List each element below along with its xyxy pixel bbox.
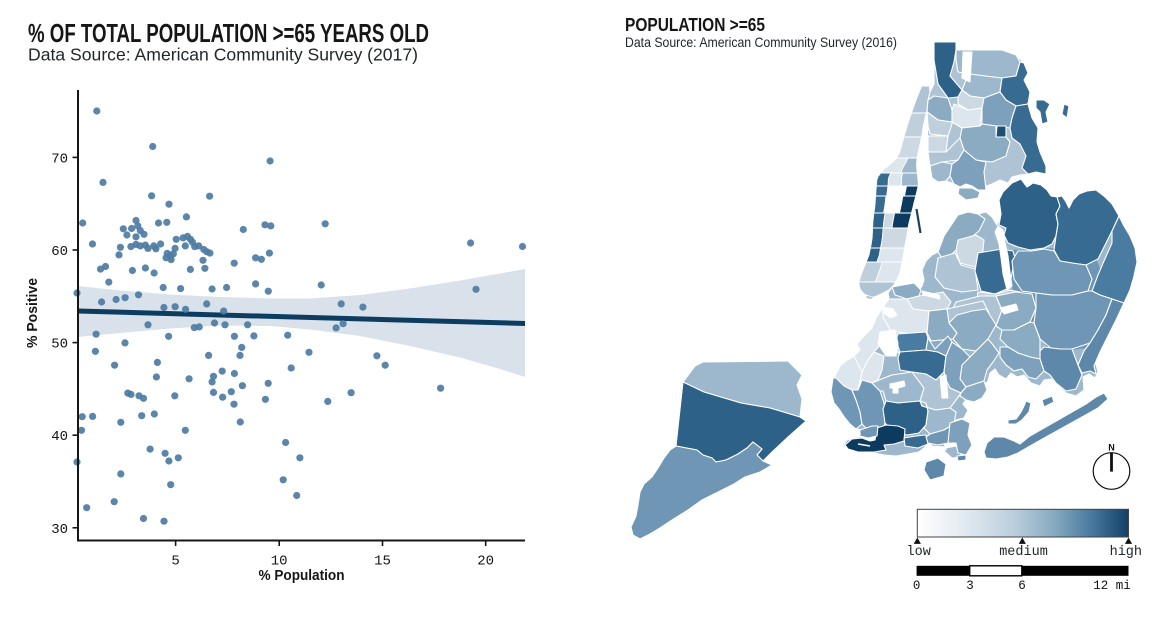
svg-text:70: 70 <box>51 151 68 167</box>
svg-text:% Positive: % Positive <box>24 278 41 348</box>
svg-text:% OF TOTAL POPULATION >=65 YEA: % OF TOTAL POPULATION >=65 YEARS OLD <box>28 20 429 48</box>
svg-text:3: 3 <box>966 579 974 593</box>
svg-text:6: 6 <box>1018 579 1026 593</box>
svg-text:15: 15 <box>374 554 391 570</box>
svg-text:high: high <box>1110 545 1142 560</box>
svg-text:0: 0 <box>913 579 921 593</box>
svg-text:20: 20 <box>477 554 494 570</box>
svg-text:30: 30 <box>51 522 68 538</box>
svg-text:low: low <box>907 545 931 560</box>
svg-text:50: 50 <box>51 337 68 353</box>
svg-text:Data Source: American Communi: Data Source: American Community Survey (… <box>28 45 418 65</box>
svg-text:medium: medium <box>999 545 1048 560</box>
svg-text:10: 10 <box>271 554 288 570</box>
svg-text:60: 60 <box>51 244 68 260</box>
svg-text:40: 40 <box>51 429 68 445</box>
svg-text:12 mi: 12 mi <box>1093 579 1131 593</box>
svg-text:5: 5 <box>171 554 179 570</box>
svg-text:N: N <box>1108 443 1115 453</box>
svg-text:Data Source: American Communit: Data Source: American Community Survey (… <box>625 34 897 50</box>
svg-text:POPULATION >=65: POPULATION >=65 <box>625 14 765 35</box>
svg-text:% Population: % Population <box>259 567 345 584</box>
